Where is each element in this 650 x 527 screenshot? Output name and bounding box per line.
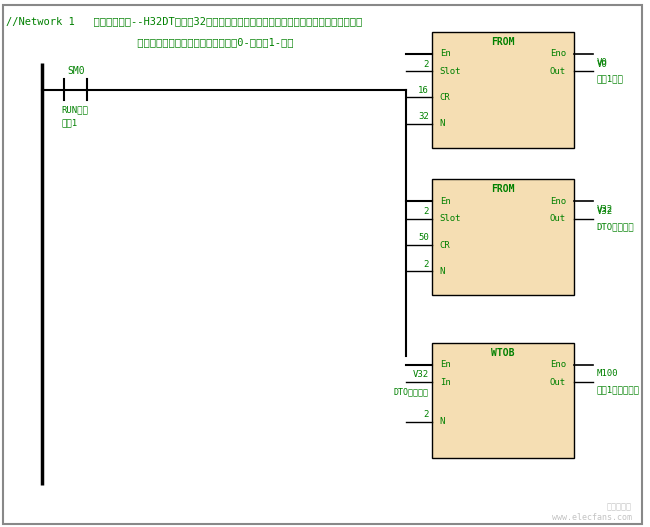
Bar	[432, 179, 574, 295]
Text: DTO断线报警: DTO断线报警	[394, 387, 429, 396]
Text: RUN状态: RUN状态	[61, 105, 88, 114]
Text: V32: V32	[413, 370, 429, 379]
Text: 2: 2	[423, 60, 429, 69]
Text: N: N	[440, 267, 445, 276]
Text: 2: 2	[423, 260, 429, 269]
Text: Out: Out	[550, 214, 566, 223]
Bar	[432, 343, 574, 458]
Text: 元件方便查看，每位表示一个通道，0-正常，1-断线: 元件方便查看，每位表示一个通道，0-正常，1-断线	[6, 37, 294, 47]
Text: Slot: Slot	[440, 214, 461, 223]
Text: FROM: FROM	[491, 184, 515, 194]
Text: V0: V0	[597, 58, 607, 67]
Text: N: N	[440, 119, 445, 129]
Text: N: N	[440, 417, 445, 426]
Text: SM0: SM0	[67, 66, 85, 76]
Text: Eno: Eno	[550, 197, 566, 206]
Text: 50: 50	[418, 233, 429, 242]
Text: En: En	[440, 49, 450, 58]
Text: En: En	[440, 197, 450, 206]
Text: DTO断线报警: DTO断线报警	[597, 222, 634, 231]
Text: 电子发烧友
www.elecfans.com: 电子发烧友 www.elecfans.com	[552, 502, 632, 522]
Text: 下为1: 下为1	[61, 119, 77, 128]
Text: 16: 16	[418, 86, 429, 95]
Text: Eno: Eno	[550, 360, 566, 369]
Bar	[432, 32, 574, 148]
Text: 通道1断线警示位: 通道1断线警示位	[597, 385, 640, 394]
Text: //Network 1   读取扩展模块--H32DT模块的32路温度信息及断线报警信息，并把断线报警信息转化成位: //Network 1 读取扩展模块--H32DT模块的32路温度信息及断线报警…	[6, 16, 363, 26]
Text: WTOB: WTOB	[491, 348, 515, 358]
Text: V32: V32	[597, 207, 612, 216]
Text: Out: Out	[550, 66, 566, 76]
Text: V0: V0	[597, 60, 607, 69]
Text: 32: 32	[418, 112, 429, 121]
Text: CR: CR	[440, 93, 450, 102]
Text: CR: CR	[440, 240, 450, 250]
Text: In: In	[440, 377, 450, 387]
Text: Out: Out	[550, 377, 566, 387]
Text: 通道1温度: 通道1温度	[597, 74, 623, 83]
Text: Eno: Eno	[550, 49, 566, 58]
Text: M100: M100	[597, 369, 618, 378]
Text: 2: 2	[423, 207, 429, 216]
Text: En: En	[440, 360, 450, 369]
Text: 2: 2	[423, 410, 429, 419]
Text: FROM: FROM	[491, 37, 515, 47]
Text: Slot: Slot	[440, 66, 461, 76]
Text: V32: V32	[597, 206, 612, 214]
